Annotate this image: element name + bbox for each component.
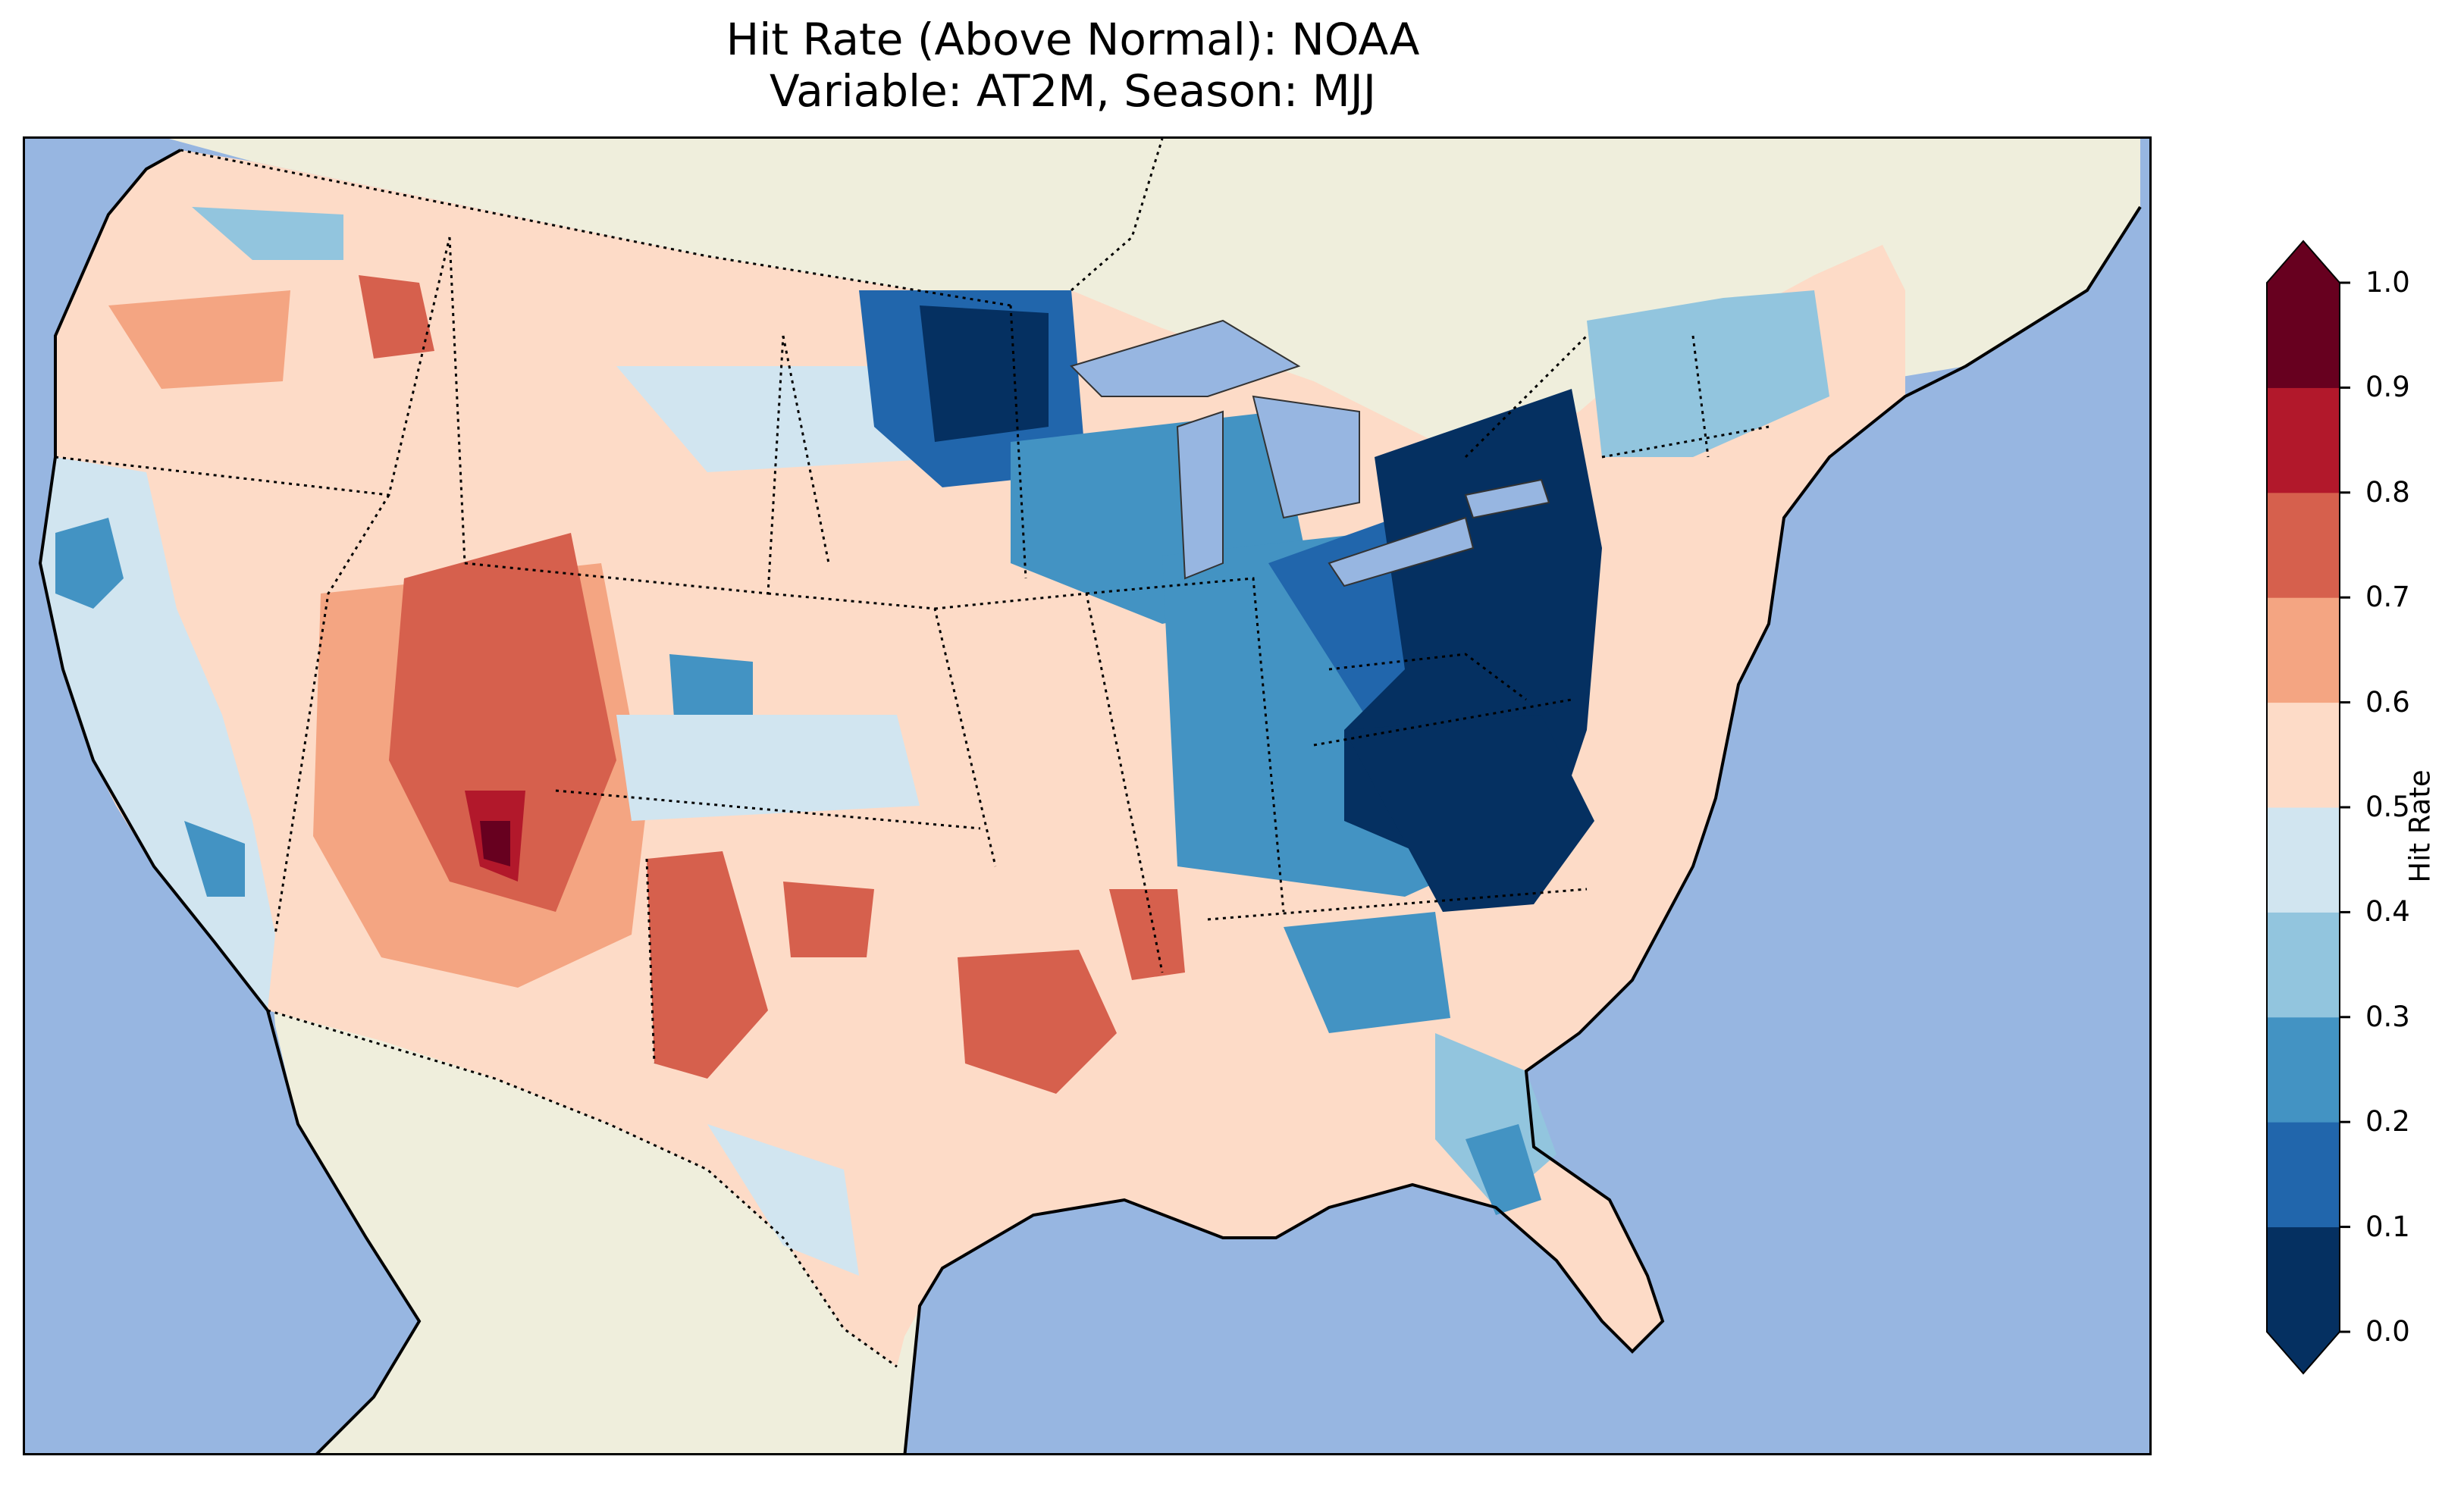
colorbar-bin bbox=[2267, 1016, 2340, 1123]
colorbar-graphic bbox=[2266, 240, 2350, 1375]
lake-superior bbox=[1070, 319, 1301, 397]
map-title: Hit Rate (Above Normal): NOAA Variable: … bbox=[0, 14, 2146, 117]
colorbar-tick-label: 0.4 bbox=[2365, 895, 2410, 929]
colorbar bbox=[2266, 240, 2350, 1375]
us-mexico-border bbox=[267, 1009, 898, 1368]
colorbar-tick-label: 1.0 bbox=[2365, 266, 2410, 299]
maroon-core bbox=[480, 821, 510, 866]
red-texas bbox=[647, 851, 768, 1079]
colorbar-bin bbox=[2267, 702, 2340, 808]
red-louisiana bbox=[1109, 889, 1185, 980]
colorbar-tick-label: 0.6 bbox=[2365, 685, 2410, 719]
colorbar-bin bbox=[2267, 283, 2340, 388]
colorbar-tick-label: 0.8 bbox=[2365, 475, 2410, 509]
red-oregon bbox=[108, 290, 290, 389]
colorbar-label: Hit Rate bbox=[2403, 769, 2437, 883]
dark-red-arizona bbox=[389, 533, 616, 912]
lake-huron bbox=[1252, 395, 1360, 519]
coastlines bbox=[38, 149, 2142, 1453]
navy-minnesota bbox=[920, 305, 1049, 442]
colorbar-extend-max bbox=[2267, 241, 2340, 283]
lake-ontario bbox=[1464, 478, 1550, 519]
blue-florida bbox=[1466, 1124, 1541, 1215]
colorbar-tick-label: 0.3 bbox=[2365, 1000, 2410, 1033]
hit-rate-field bbox=[40, 150, 1905, 1367]
colorbar-bin bbox=[2267, 807, 2340, 913]
title-line-1: Hit Rate (Above Normal): NOAA bbox=[726, 14, 1420, 65]
political-borders bbox=[55, 139, 1770, 1368]
light-blue-new-england bbox=[1587, 290, 1829, 457]
lake-erie bbox=[1328, 516, 1475, 587]
navy-mid-atlantic bbox=[1344, 715, 1594, 912]
colorbar-tick-label: 0.7 bbox=[2365, 581, 2410, 614]
red-idaho bbox=[359, 275, 434, 359]
map-canvas bbox=[38, 139, 2142, 1453]
colorbar-tick-label: 0.0 bbox=[2365, 1315, 2410, 1348]
mexico-landmass bbox=[268, 935, 920, 1453]
red-gulf-coast bbox=[958, 950, 1117, 1094]
colorbar-bin bbox=[2267, 387, 2340, 493]
red-texas-east bbox=[783, 882, 874, 957]
lake-michigan bbox=[1176, 410, 1224, 580]
colorbar-tick-label: 0.1 bbox=[2365, 1210, 2410, 1243]
light-blue-plains bbox=[616, 715, 920, 821]
title-line-2: Variable: AT2M, Season: MJJ bbox=[770, 65, 1376, 117]
colorbar-bin bbox=[2267, 1122, 2340, 1228]
colorbar-bin bbox=[2267, 492, 2340, 598]
great-lakes bbox=[1070, 319, 1550, 587]
colorbar-bin bbox=[2267, 1226, 2340, 1333]
light-blue-northwest bbox=[192, 207, 343, 260]
colorbar-bin bbox=[2267, 912, 2340, 1018]
colorbar-bin bbox=[2267, 597, 2340, 703]
map-panel bbox=[23, 136, 2152, 1455]
blue-socal bbox=[184, 821, 245, 897]
colorbar-tick-label: 0.5 bbox=[2365, 791, 2410, 823]
light-blue-texas-south bbox=[707, 1124, 859, 1276]
blue-southeast bbox=[1284, 912, 1450, 1033]
blue-california bbox=[55, 518, 124, 609]
colorbar-tick-label: 0.9 bbox=[2365, 371, 2410, 404]
colorbar-tick-label: 0.2 bbox=[2365, 1105, 2410, 1139]
colorbar-extend-min bbox=[2267, 1332, 2340, 1373]
